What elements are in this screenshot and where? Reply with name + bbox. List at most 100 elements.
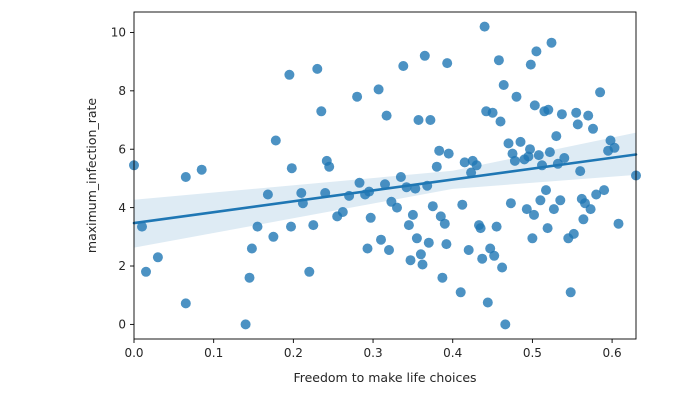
plot-background (134, 12, 636, 339)
data-point (477, 253, 488, 264)
y-tick-label: 10 (111, 26, 126, 40)
data-point (599, 185, 610, 196)
data-point (591, 189, 602, 200)
data-point (443, 148, 454, 159)
data-point (180, 172, 191, 182)
x-tick-label: 0.6 (603, 346, 622, 360)
data-point (498, 80, 509, 90)
data-point (521, 204, 532, 215)
data-point (571, 107, 582, 118)
data-point (487, 107, 498, 118)
data-point (482, 297, 493, 308)
data-point (381, 110, 392, 121)
scatter-points-layer (129, 21, 641, 330)
data-point (572, 119, 583, 130)
data-point (141, 266, 151, 277)
data-point (497, 262, 508, 273)
data-point (365, 212, 376, 223)
regression-line-layer (132, 153, 638, 225)
data-point (435, 211, 446, 222)
data-point (423, 237, 434, 248)
data-point (413, 115, 424, 125)
data-point (442, 58, 453, 69)
y-axis-label: maximum_infection_rate (84, 98, 99, 253)
data-point (407, 209, 418, 220)
data-point (541, 185, 551, 196)
x-axis-label: Freedom to make life choices (293, 370, 476, 385)
data-point (431, 161, 442, 172)
y-tick-label: 2 (118, 259, 126, 273)
data-point (544, 147, 555, 158)
data-point (491, 221, 502, 232)
data-point (546, 37, 557, 48)
data-point (505, 198, 516, 209)
data-point (485, 243, 496, 254)
data-point (500, 319, 511, 330)
data-point (284, 69, 295, 80)
data-point (362, 243, 373, 254)
data-point (559, 153, 570, 163)
data-point (152, 252, 163, 263)
data-point (244, 272, 255, 283)
data-point (180, 298, 191, 309)
data-point (509, 155, 520, 166)
data-point (262, 189, 273, 200)
data-point (525, 59, 536, 70)
data-point (585, 204, 596, 215)
data-point (605, 135, 616, 146)
data-point (578, 214, 589, 225)
data-point (548, 204, 559, 215)
data-point (595, 87, 606, 98)
data-point (588, 123, 598, 134)
data-point (542, 223, 553, 234)
data-point (286, 163, 297, 174)
data-point (312, 63, 323, 74)
data-point (479, 21, 490, 32)
data-point (533, 150, 544, 161)
data-point (531, 46, 542, 57)
data-point (405, 255, 416, 266)
data-point (437, 272, 448, 283)
data-point (503, 138, 514, 149)
data-point (417, 259, 428, 270)
x-tick-label: 0.1 (204, 346, 223, 360)
data-point (434, 145, 445, 156)
y-tick-label: 8 (118, 84, 126, 98)
data-point (240, 319, 251, 330)
data-point (609, 142, 620, 153)
data-point (268, 231, 279, 242)
data-point (196, 164, 207, 175)
data-point (137, 221, 147, 232)
data-point (459, 157, 470, 168)
data-point (575, 166, 586, 177)
data-point (463, 245, 474, 255)
data-point (373, 84, 384, 95)
data-point (493, 55, 504, 66)
data-point (515, 136, 526, 147)
data-point (337, 207, 348, 217)
data-point (252, 221, 263, 232)
data-point (392, 202, 402, 213)
data-point (455, 287, 466, 298)
data-point (384, 245, 394, 255)
data-point (316, 106, 327, 117)
data-point (411, 233, 422, 244)
data-point (551, 131, 562, 142)
x-tick-label: 0.5 (523, 346, 542, 360)
data-point (529, 209, 539, 220)
data-point (565, 287, 576, 298)
data-point (439, 218, 450, 229)
data-point (415, 249, 426, 260)
data-point (324, 161, 335, 172)
y-tick-label: 0 (118, 318, 126, 332)
data-point (296, 188, 307, 198)
data-point (525, 144, 535, 155)
x-tick-label: 0.0 (124, 346, 143, 360)
data-point (556, 109, 567, 120)
data-point (352, 91, 363, 102)
x-tick-label: 0.2 (284, 346, 303, 360)
data-point (555, 195, 566, 206)
data-point (543, 104, 554, 115)
data-point (270, 135, 281, 146)
